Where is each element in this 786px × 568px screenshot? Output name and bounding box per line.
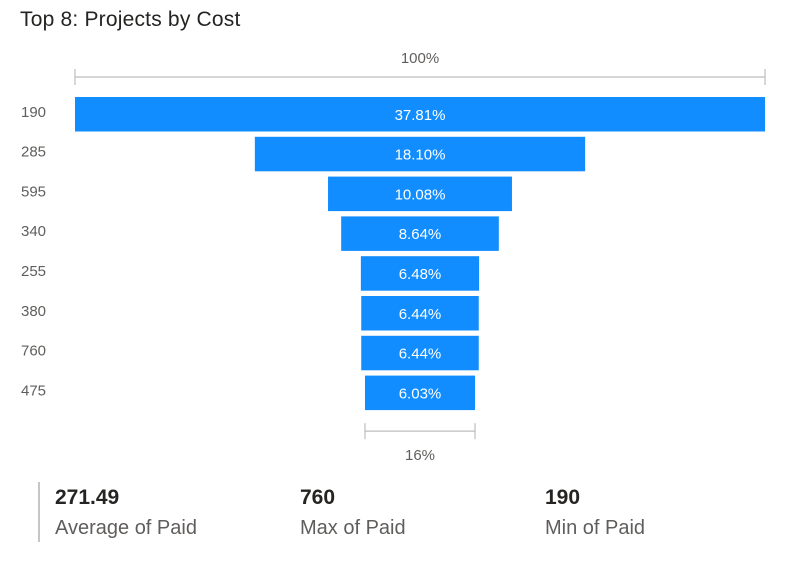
funnel-bar[interactable] — [254, 136, 586, 172]
kpi-strip: 271.49 Average of Paid 760 Max of Paid 1… — [38, 482, 738, 544]
bottom-range-bracket — [364, 423, 476, 440]
category-label: 340 — [21, 223, 46, 240]
category-label: 475 — [21, 382, 46, 399]
category-label: 380 — [21, 303, 46, 320]
kpi-label: Max of Paid — [300, 517, 406, 539]
kpi-value: 190 — [545, 486, 581, 509]
funnel-data-label: 6.44% — [399, 306, 442, 323]
funnel-data-label: 6.48% — [399, 266, 442, 283]
funnel-stage[interactable]: 6.44% 760 — [21, 335, 479, 371]
funnel-stage[interactable]: 37.81% 190 — [21, 97, 765, 132]
category-label: 760 — [21, 343, 46, 360]
kpi-label: Average of Paid — [55, 517, 197, 539]
category-label: 255 — [21, 263, 46, 280]
funnel-bar[interactable] — [341, 216, 499, 251]
chart-title: Top 8: Projects by Cost — [20, 8, 241, 31]
funnel-bar[interactable] — [361, 335, 479, 371]
bottom-range-label: 16% — [405, 447, 435, 464]
kpi-divider — [38, 482, 40, 542]
kpi-value: 760 — [300, 486, 336, 509]
top-range-bracket — [74, 69, 766, 85]
funnel-bar[interactable] — [364, 375, 476, 411]
funnel-stage[interactable]: 8.64% 340 — [21, 216, 499, 251]
funnel-bar[interactable] — [328, 176, 512, 212]
funnel-bar[interactable] — [360, 256, 480, 291]
top-range-label: 100% — [401, 50, 439, 67]
funnel-stage[interactable]: 18.10% 285 — [21, 136, 586, 172]
funnel-stage[interactable]: 10.08% 595 — [21, 176, 512, 212]
funnel-data-label: 18.10% — [395, 147, 446, 164]
kpi-average-paid: 271.49 Average of Paid — [55, 486, 197, 540]
category-label: 285 — [21, 144, 46, 161]
funnel-chart: 37.81% 190 18.10% 285 10.08% 595 8.64% 340 6.48%… — [21, 50, 766, 464]
kpi-value: 271.49 — [55, 486, 120, 509]
funnel-stage[interactable]: 6.48% 255 — [21, 256, 480, 291]
kpi-label: Min of Paid — [545, 517, 646, 539]
category-label: 595 — [21, 183, 46, 200]
funnel-data-label: 8.64% — [399, 226, 442, 243]
funnel-data-label: 6.03% — [399, 385, 442, 402]
funnel-data-label: 6.44% — [399, 346, 442, 363]
kpi-max-paid: 760 Max of Paid — [300, 486, 406, 540]
funnel-data-label: 10.08% — [395, 186, 446, 203]
funnel-stage[interactable]: 6.03% 475 — [21, 375, 476, 411]
category-label: 190 — [21, 104, 46, 121]
funnel-stage[interactable]: 6.44% 380 — [21, 296, 479, 331]
funnel-data-label: 37.81% — [395, 107, 446, 124]
funnel-bar[interactable] — [75, 97, 765, 132]
kpi-min-paid: 190 Min of Paid — [545, 486, 645, 540]
funnel-bar[interactable] — [361, 296, 479, 331]
